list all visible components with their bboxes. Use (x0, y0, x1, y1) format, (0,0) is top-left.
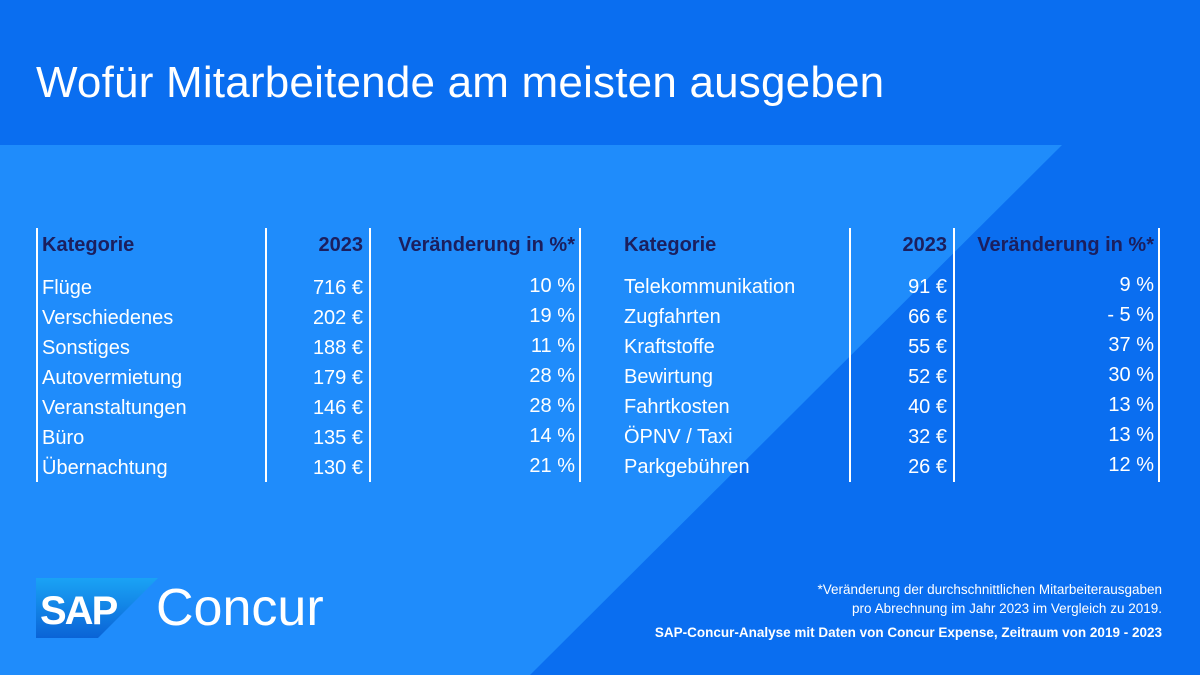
change-cell: 19 % (529, 305, 575, 327)
category-cell: Autovermietung (42, 367, 183, 389)
change-cell: 28 % (529, 365, 575, 387)
amount-cell: 26 € (908, 456, 947, 478)
footnote-line: pro Abrechnung im Jahr 2023 im Vergleich… (852, 601, 1162, 616)
category-cell: Sonstiges (42, 337, 130, 359)
change-cell: 21 % (529, 455, 575, 477)
amount-cell: 55 € (908, 336, 947, 358)
amount-cell: 130 € (312, 457, 363, 479)
change-column: Veränderung in %* 9 % - 5 % 37 % 30 % 13… (955, 228, 1160, 482)
amount-cell: 146 € (312, 397, 363, 419)
footnote-line: *Veränderung der durchschnittlichen Mita… (817, 582, 1162, 597)
amount-cell: 52 € (908, 366, 947, 388)
source-note: SAP-Concur-Analyse mit Daten von Concur … (654, 625, 1162, 640)
change-cell: 9 % (1119, 274, 1154, 296)
sap-logo: SAP (36, 578, 158, 638)
category-cell: Bewirtung (624, 366, 713, 388)
amount-cell: 91 € (908, 276, 947, 298)
category-column: Kategorie Telekommunikation Zugfahrten K… (620, 228, 851, 482)
category-column: Kategorie Flüge Verschiedenes Sonstiges … (36, 228, 267, 482)
concur-logo-text: Concur (156, 579, 324, 637)
change-cell: 13 % (1108, 424, 1154, 446)
change-cell: 37 % (1108, 334, 1154, 356)
footnote: *Veränderung der durchschnittlichen Mita… (818, 580, 1162, 618)
change-cell: 11 % (530, 335, 575, 357)
amount-cell: 202 € (312, 307, 363, 329)
page-title: Wofür Mitarbeitende am meisten ausgeben (36, 58, 885, 107)
category-cell: Zugfahrten (624, 306, 721, 328)
change-cell: 13 % (1108, 394, 1154, 416)
category-cell: Telekommunikation (624, 276, 796, 298)
change-header: Veränderung in %* (398, 234, 575, 256)
change-cell: 12 % (1108, 454, 1154, 476)
category-cell: Fahrtkosten (624, 396, 730, 418)
change-cell: 14 % (529, 425, 575, 447)
amount-cell: 66 € (908, 306, 947, 328)
amount-cell: 179 € (312, 367, 363, 389)
category-header: Kategorie (42, 234, 135, 256)
change-header: Veränderung in %* (977, 234, 1154, 256)
change-cell: 28 % (529, 395, 575, 417)
year-header: 2023 (318, 234, 364, 256)
change-column: Veränderung in %* 10 % 19 % 11 % 28 % 28… (371, 228, 581, 482)
category-cell: ÖPNV / Taxi (624, 426, 733, 448)
year-header: 2023 (902, 234, 948, 256)
category-cell: Parkgebühren (624, 456, 750, 478)
category-cell: Flüge (42, 277, 93, 299)
amount-cell: 135 € (312, 427, 363, 449)
amount-cell: 40 € (908, 396, 947, 418)
category-cell: Kraftstoffe (624, 336, 715, 358)
year-column: 2023 716 € 202 € 188 € 179 € 146 € 135 €… (267, 228, 371, 482)
amount-cell: 32 € (908, 426, 947, 448)
sap-logo-text: SAP (40, 589, 118, 633)
change-cell: 10 % (529, 275, 575, 297)
category-cell: Verschiedenes (42, 307, 174, 329)
amount-cell: 716 € (312, 277, 363, 299)
change-cell: 30 % (1108, 364, 1154, 386)
year-column: 2023 91 € 66 € 55 € 52 € 40 € 32 € 26 € (851, 228, 955, 482)
category-cell: Veranstaltungen (42, 397, 187, 419)
category-cell: Büro (42, 427, 85, 449)
category-header: Kategorie (624, 234, 717, 256)
category-cell: Übernachtung (42, 457, 168, 479)
amount-cell: 188 € (312, 337, 363, 359)
change-cell: - 5 % (1107, 304, 1154, 326)
